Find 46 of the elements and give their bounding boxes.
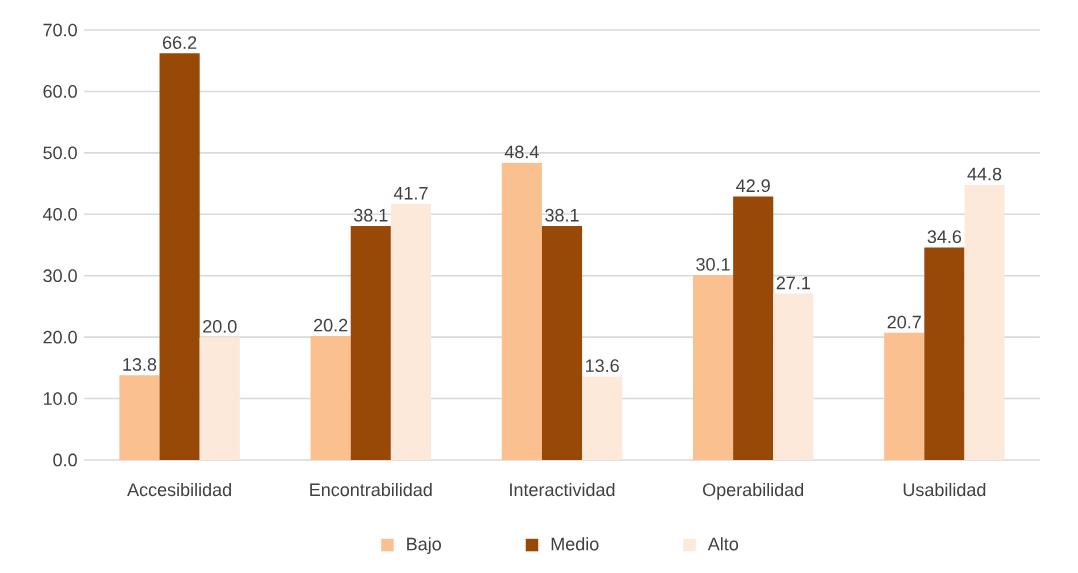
bar bbox=[733, 196, 774, 460]
data-label: 13.8 bbox=[123, 358, 157, 371]
bar bbox=[964, 184, 1005, 460]
y-tick-label: 70.0 bbox=[43, 23, 77, 37]
bar bbox=[501, 162, 542, 460]
y-tick-label: 40.0 bbox=[42, 207, 77, 221]
data-label: 20.7 bbox=[887, 315, 921, 329]
y-tick-label: 60.0 bbox=[43, 85, 77, 98]
data-label: 42.9 bbox=[736, 179, 770, 193]
y-tick-label: 20.0 bbox=[43, 330, 77, 344]
data-label: 44.8 bbox=[967, 167, 1002, 181]
bar bbox=[350, 225, 391, 460]
data-label: 38.1 bbox=[353, 208, 388, 222]
bar bbox=[582, 376, 623, 460]
x-tick-label: Encontrabilidad bbox=[310, 482, 432, 497]
bar bbox=[773, 293, 814, 460]
bar bbox=[310, 335, 351, 460]
bar bbox=[199, 337, 240, 460]
bar bbox=[159, 53, 200, 460]
data-label: 13.6 bbox=[586, 359, 619, 373]
x-tick-label: Operabilidad bbox=[703, 482, 804, 500]
y-tick-label: 50.0 bbox=[43, 146, 77, 160]
bar bbox=[884, 332, 925, 460]
legend-label: Alto bbox=[707, 537, 739, 551]
x-tick-label: Usabilidad bbox=[903, 482, 986, 497]
data-label: 27.1 bbox=[776, 276, 810, 290]
bar bbox=[924, 247, 965, 460]
y-tick-label: 0.0 bbox=[53, 453, 77, 467]
legend-label: Medio bbox=[551, 537, 599, 551]
data-label: 30.1 bbox=[696, 257, 730, 271]
bar bbox=[541, 225, 583, 460]
data-label: 20.0 bbox=[203, 319, 237, 333]
y-tick-label: 10.0 bbox=[43, 392, 77, 405]
data-label: 38.1 bbox=[545, 208, 579, 222]
bar bbox=[692, 275, 734, 460]
data-label: 34.6 bbox=[927, 230, 962, 244]
data-label: 48.4 bbox=[504, 145, 539, 159]
data-label: 66.2 bbox=[163, 36, 197, 49]
y-tick-label: 30.0 bbox=[43, 269, 77, 283]
bar bbox=[390, 203, 432, 460]
x-tick-label: Interactividad bbox=[510, 482, 615, 497]
bar bbox=[119, 375, 160, 460]
data-label: 41.7 bbox=[393, 187, 428, 200]
x-tick-label: Accesibilidad bbox=[127, 482, 231, 497]
data-label: 20.2 bbox=[314, 318, 348, 332]
legend-label: Bajo bbox=[407, 537, 441, 554]
